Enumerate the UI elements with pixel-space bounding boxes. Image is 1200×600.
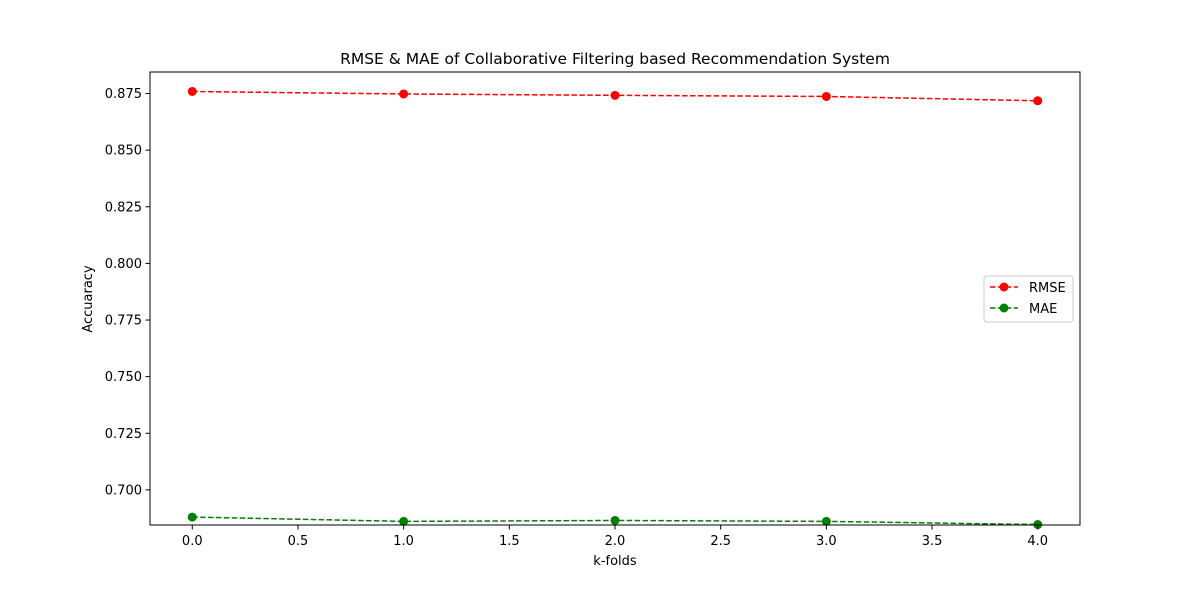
legend: RMSE MAE (983, 275, 1074, 323)
legend-label-mae: MAE (1029, 302, 1057, 317)
x-axis: 0.0 0.5 1.0 1.5 2.0 2.5 3.0 3.5 4.0 (182, 525, 1048, 549)
x-tick-label: 3.5 (922, 534, 943, 549)
x-tick-label: 0.5 (288, 534, 309, 549)
y-tick-label: 0.700 (105, 483, 142, 498)
y-tick-label: 0.800 (105, 257, 142, 272)
y-tick-label: 0.875 (105, 87, 142, 102)
series-markers (187, 86, 1043, 530)
x-tick-label: 1.0 (393, 534, 414, 549)
y-axis-label: Accuaracy (81, 265, 96, 333)
x-tick-label: 4.0 (1027, 534, 1048, 549)
mae-point (399, 516, 409, 526)
mae-point (187, 512, 197, 522)
mae-point (610, 515, 620, 525)
y-tick-label: 0.725 (105, 427, 142, 442)
rmse-point (1033, 96, 1043, 106)
y-tick-label: 0.850 (105, 144, 142, 159)
mae-point (821, 516, 831, 526)
y-tick-label: 0.825 (105, 200, 142, 215)
legend-marker-rmse (999, 282, 1009, 292)
rmse-point (399, 89, 409, 99)
chart-title: RMSE & MAE of Collaborative Filtering ba… (340, 50, 890, 68)
x-tick-label: 0.0 (182, 534, 203, 549)
x-axis-label: k-folds (593, 554, 637, 569)
x-tick-label: 2.0 (605, 534, 626, 549)
legend-label-rmse: RMSE (1029, 281, 1066, 296)
y-tick-label: 0.750 (105, 370, 142, 385)
y-axis: 0.700 0.725 0.750 0.775 0.800 0.825 0.850 0.875 (105, 87, 150, 498)
x-tick-label: 3.0 (816, 534, 837, 549)
rmse-point (821, 91, 831, 101)
rmse-point (610, 90, 620, 100)
legend-marker-mae (999, 303, 1009, 313)
rmse-point (187, 86, 197, 96)
x-tick-label: 2.5 (710, 534, 731, 549)
x-tick-label: 1.5 (499, 534, 520, 549)
y-tick-label: 0.775 (105, 314, 142, 329)
